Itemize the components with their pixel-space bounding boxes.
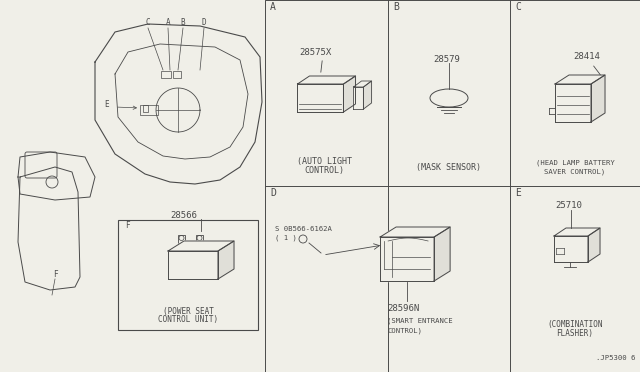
Polygon shape [168, 251, 218, 279]
Text: D: D [202, 18, 206, 27]
Polygon shape [353, 87, 364, 109]
Text: 28596N: 28596N [387, 304, 419, 313]
Bar [118, 220, 258, 330]
Bar [140, 105, 158, 115]
Text: E: E [515, 188, 521, 198]
Text: (SMART ENTRANCE: (SMART ENTRANCE [387, 317, 452, 324]
Text: A: A [270, 2, 276, 12]
Polygon shape [555, 84, 591, 122]
Bar [161, 71, 171, 78]
Text: CONTROL): CONTROL) [387, 328, 422, 334]
Text: (AUTO LIGHT: (AUTO LIGHT [297, 157, 352, 166]
Polygon shape [380, 237, 434, 281]
Text: SAVER CONTROL): SAVER CONTROL) [545, 168, 605, 174]
Text: 28575X: 28575X [300, 48, 332, 57]
Text: 28579: 28579 [433, 55, 460, 64]
Polygon shape [353, 81, 371, 87]
Text: (POWER SEAT: (POWER SEAT [163, 307, 213, 316]
Polygon shape [168, 241, 234, 251]
Text: (HEAD LAMP BATTERY: (HEAD LAMP BATTERY [536, 159, 614, 166]
Polygon shape [380, 227, 450, 237]
Text: B: B [393, 2, 399, 12]
Text: C: C [146, 18, 150, 27]
Text: CONTROL UNIT): CONTROL UNIT) [158, 315, 218, 324]
Bar [178, 235, 185, 243]
Text: .JP5300 6: .JP5300 6 [596, 355, 635, 361]
Text: ( 1 ): ( 1 ) [275, 234, 297, 241]
Text: A: A [166, 18, 170, 27]
Polygon shape [344, 76, 355, 112]
Bar [143, 105, 148, 112]
Text: FLASHER): FLASHER) [557, 329, 593, 338]
Polygon shape [364, 81, 371, 109]
Text: E: E [105, 100, 109, 109]
Polygon shape [554, 236, 588, 262]
Polygon shape [298, 84, 344, 112]
Text: C: C [515, 2, 521, 12]
Text: 28414: 28414 [573, 52, 600, 75]
Polygon shape [18, 152, 95, 200]
Text: (COMBINATION: (COMBINATION [547, 320, 603, 329]
Polygon shape [555, 75, 605, 84]
Polygon shape [554, 228, 600, 236]
Text: (MASK SENSOR): (MASK SENSOR) [417, 163, 481, 172]
Polygon shape [18, 167, 80, 290]
Text: 25710: 25710 [555, 201, 582, 210]
Text: S 0B566-6162A: S 0B566-6162A [275, 226, 332, 232]
Text: F: F [125, 221, 130, 230]
Bar [196, 235, 203, 243]
Text: 28566: 28566 [170, 211, 197, 220]
Polygon shape [218, 241, 234, 279]
Text: CONTROL): CONTROL) [305, 166, 344, 175]
Polygon shape [298, 76, 355, 84]
Text: D: D [270, 188, 276, 198]
Polygon shape [591, 75, 605, 122]
Polygon shape [95, 24, 262, 184]
Bar [173, 71, 181, 78]
Polygon shape [434, 227, 450, 281]
Polygon shape [588, 228, 600, 262]
Text: B: B [180, 18, 186, 27]
Text: F: F [52, 270, 58, 279]
